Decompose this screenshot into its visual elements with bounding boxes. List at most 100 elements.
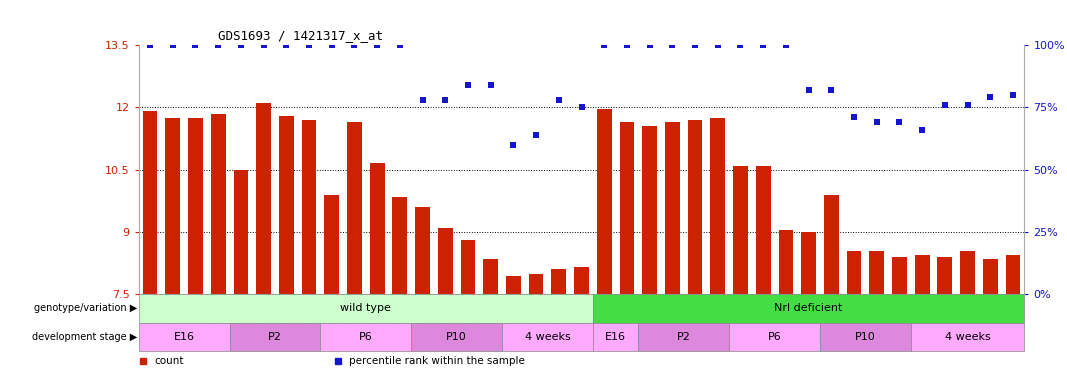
Point (482, 82, 499, 88)
Text: P10: P10 (855, 332, 876, 342)
Bar (914, 255, 929, 294)
Bar (755, 165, 770, 294)
Bar (960, 251, 975, 294)
Bar (302, 120, 317, 294)
Bar (642, 126, 657, 294)
Text: P10: P10 (446, 332, 467, 342)
Point (209, 42, 226, 48)
Point (346, 42, 363, 48)
Bar (188, 118, 203, 294)
Bar (347, 122, 362, 294)
Bar (870, 251, 885, 294)
Point (573, 104, 590, 110)
Point (982, 94, 999, 100)
Point (800, 87, 817, 93)
Bar (733, 165, 748, 294)
Point (595, 42, 612, 48)
Point (301, 42, 318, 48)
Text: P6: P6 (767, 332, 781, 342)
Point (686, 42, 703, 48)
Point (778, 42, 795, 48)
Point (527, 132, 544, 138)
Bar (593, 294, 1024, 322)
Bar (552, 269, 567, 294)
Point (414, 97, 431, 103)
Text: Nrl deficient: Nrl deficient (775, 303, 843, 313)
Bar (574, 267, 589, 294)
Bar (911, 322, 1024, 351)
Point (959, 102, 976, 108)
Point (460, 82, 477, 88)
Point (869, 119, 886, 125)
Text: P2: P2 (268, 332, 282, 342)
Point (142, 42, 159, 48)
Point (845, 114, 862, 120)
Bar (819, 322, 911, 351)
Bar (983, 259, 998, 294)
Text: P2: P2 (676, 332, 690, 342)
Point (913, 127, 930, 133)
Bar (596, 110, 611, 294)
Bar (165, 118, 180, 294)
Point (323, 42, 340, 48)
Point (392, 42, 409, 48)
Point (164, 42, 181, 48)
Bar (139, 322, 229, 351)
Bar (638, 322, 729, 351)
Point (732, 42, 749, 48)
Point (233, 42, 250, 48)
Point (710, 42, 727, 48)
Bar (729, 322, 819, 351)
Point (255, 42, 272, 48)
Bar (370, 164, 384, 294)
Text: wild type: wild type (340, 303, 392, 313)
Bar (1005, 255, 1020, 294)
Bar (620, 122, 634, 294)
Point (891, 119, 908, 125)
Text: percentile rank within the sample: percentile rank within the sample (350, 356, 525, 366)
Point (664, 42, 681, 48)
Bar (234, 170, 249, 294)
Bar (143, 111, 158, 294)
Text: 4 weeks: 4 weeks (944, 332, 990, 342)
Bar (846, 251, 861, 294)
Bar (892, 257, 907, 294)
Bar (211, 114, 225, 294)
Bar (139, 294, 593, 322)
Bar (687, 120, 702, 294)
Point (436, 97, 453, 103)
Text: GDS1693 / 1421317_x_at: GDS1693 / 1421317_x_at (219, 30, 383, 42)
Point (1004, 92, 1021, 98)
Bar (529, 274, 543, 294)
Text: 4 weeks: 4 weeks (525, 332, 571, 342)
Bar (779, 230, 793, 294)
Bar (393, 197, 408, 294)
Text: E16: E16 (174, 332, 194, 342)
Point (823, 87, 840, 93)
Bar (506, 276, 521, 294)
Text: count: count (155, 356, 185, 366)
Bar (665, 122, 680, 294)
Bar (938, 257, 952, 294)
Bar (483, 259, 498, 294)
Point (754, 42, 771, 48)
Bar (503, 322, 593, 351)
Point (937, 102, 954, 108)
Point (505, 142, 522, 148)
Point (619, 42, 636, 48)
Point (368, 42, 385, 48)
Point (277, 42, 294, 48)
Text: development stage ▶: development stage ▶ (32, 332, 138, 342)
Bar (437, 228, 452, 294)
Bar (711, 118, 726, 294)
Bar (801, 232, 816, 294)
Bar (415, 207, 430, 294)
Bar (324, 195, 339, 294)
Bar (824, 195, 839, 294)
Bar (256, 103, 271, 294)
Bar (320, 322, 411, 351)
Point (641, 42, 658, 48)
Text: P6: P6 (359, 332, 372, 342)
Bar (278, 116, 293, 294)
Bar (411, 322, 503, 351)
